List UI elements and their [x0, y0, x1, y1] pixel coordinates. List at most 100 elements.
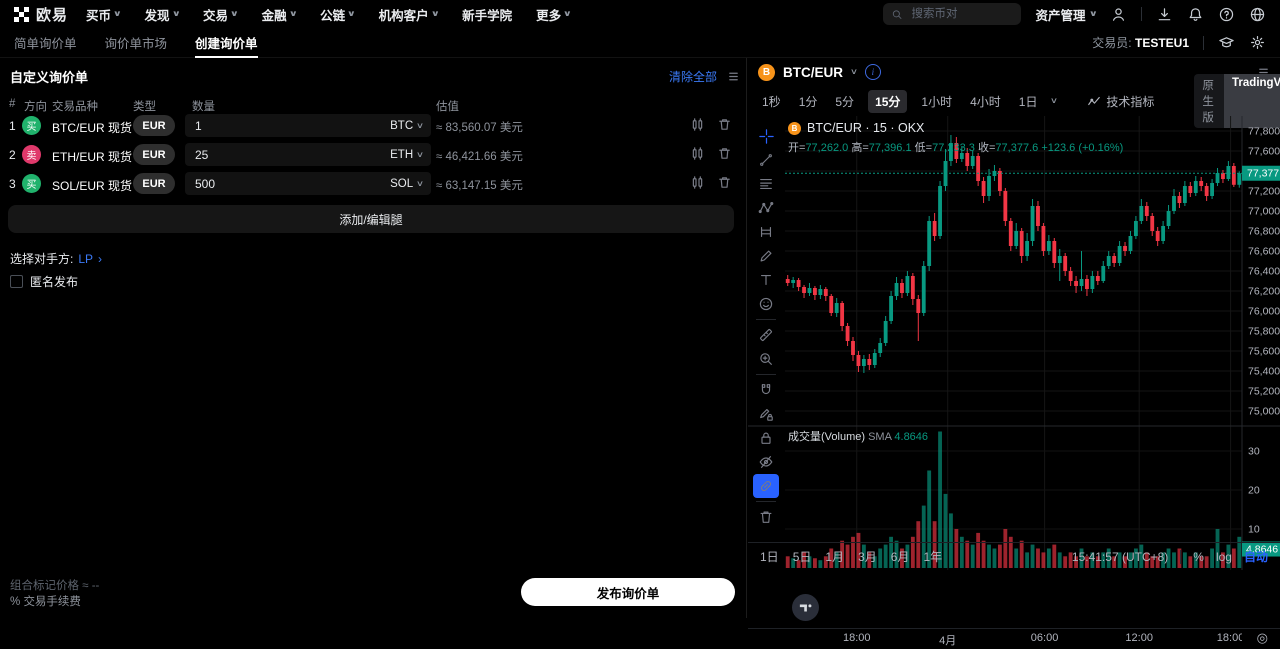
nav-item-more[interactable]: 更多 ∨ [536, 8, 572, 23]
instrument-selector[interactable]: SOL/EUR 现货 [52, 179, 133, 193]
nav-item-discover[interactable]: 发现 ∨ [144, 8, 181, 23]
version-native-button[interactable]: 原生版 [1202, 80, 1214, 124]
auto-scale-button[interactable]: 自动 [1243, 550, 1268, 564]
delete-leg-icon[interactable] [717, 117, 732, 132]
tab-rfq-market[interactable]: 询价单市场 [104, 37, 168, 51]
okx-logo[interactable]: 欧易 [14, 4, 68, 25]
chevron-down-icon[interactable]: ∨ [1050, 96, 1059, 105]
chart-legend[interactable]: B BTC/EUR · 15 · OKX [788, 121, 924, 135]
timeframe-15m-selected[interactable]: 15分 [868, 89, 908, 113]
timeframe-1d[interactable]: 1日 [1018, 94, 1038, 109]
counterparty-value-link[interactable]: LP [78, 251, 94, 266]
panel-divider[interactable] [746, 58, 747, 618]
search-input[interactable] [909, 7, 1014, 21]
drawing-mode-lock-icon[interactable] [753, 402, 779, 426]
amount-input[interactable] [193, 175, 347, 192]
unit-dropdown[interactable]: SOL ∨ [390, 177, 425, 190]
svg-text:30: 30 [1248, 446, 1260, 458]
magnet-tool-icon[interactable] [753, 378, 779, 402]
nav-item-trade[interactable]: 交易 ∨ [203, 8, 239, 23]
crosshair-tool-icon[interactable] [753, 124, 779, 148]
download-app-icon[interactable] [1156, 6, 1173, 23]
tab-create-rfq[interactable]: 创建询价单 [195, 28, 258, 58]
settings-gear-icon[interactable] [1249, 34, 1266, 51]
instrument-selector[interactable]: ETH/EUR 现货 [52, 150, 133, 164]
percent-scale-button[interactable]: % [1193, 549, 1204, 564]
clock[interactable]: 15:41:57 (UTC+8) [1071, 549, 1169, 564]
time-axis[interactable]: 18:00 4月 06:00 12:00 18:00 ◎ [748, 628, 1280, 649]
delete-leg-icon[interactable] [717, 146, 732, 161]
chart-symbol[interactable]: BTC/EUR [783, 64, 843, 80]
chart-bottom-toolbar: 1日 5日 1月 3月 6月 1年 15:41:57 (UTC+8) % log… [748, 542, 1280, 570]
hide-drawings-icon[interactable] [753, 450, 779, 474]
chevron-down-icon[interactable]: ∨ [849, 67, 859, 76]
mark-price-value: ≈ -- [82, 580, 100, 592]
range-1d[interactable]: 1日 [760, 550, 779, 564]
candle-chart-icon[interactable] [690, 175, 705, 190]
chevron-down-icon: ∨ [430, 9, 440, 18]
nav-item-chain[interactable]: 公链 ∨ [320, 8, 356, 23]
position-tool-icon[interactable] [753, 220, 779, 244]
leg-row: 3 买 SOL/EUR 现货 › EUR SOL∨ ≈ 63,147.15 美元 [0, 170, 746, 197]
zoom-in-tool-icon[interactable] [753, 347, 779, 371]
lock-all-icon[interactable] [753, 426, 779, 450]
price-chart[interactable]: 77,800.077,600.077,400.077,200.077,000.0… [748, 116, 1280, 570]
timeframe-1m[interactable]: 1分 [798, 94, 818, 109]
brush-tool-icon[interactable] [753, 244, 779, 268]
go-to-realtime-icon[interactable]: ◎ [1256, 630, 1268, 645]
publish-rfq-button[interactable]: 发布询价单 [521, 578, 735, 606]
fib-retracement-tool-icon[interactable] [753, 172, 779, 196]
tradingview-logo[interactable] [792, 594, 819, 621]
tab-simple-rfq[interactable]: 简单询价单 [14, 37, 77, 51]
pattern-tool-icon[interactable] [753, 196, 779, 220]
language-globe-icon[interactable] [1249, 6, 1266, 23]
timeframe-1h[interactable]: 1小时 [921, 94, 953, 109]
timeframe-1s[interactable]: 1秒 [762, 94, 781, 109]
range-1m[interactable]: 1月 [825, 550, 845, 564]
instrument-selector[interactable]: BTC/EUR 现货 [52, 121, 133, 135]
delete-leg-icon[interactable] [717, 175, 732, 190]
text-tool-icon[interactable] [753, 268, 779, 292]
volume-legend[interactable]: 成交量(Volume) SMA 4.8646 [788, 431, 929, 443]
chevron-down-icon: ∨ [415, 178, 425, 188]
emoji-tool-icon[interactable] [753, 292, 779, 316]
time-axis-label: 18:00 [1216, 632, 1242, 644]
education-icon[interactable] [1218, 34, 1235, 51]
unit-dropdown[interactable]: ETH ∨ [390, 148, 425, 161]
unit-dropdown[interactable]: BTC ∨ [390, 119, 425, 132]
currency-pill-button[interactable]: EUR [133, 173, 175, 194]
sync-link-tool-icon[interactable] [753, 474, 779, 498]
amount-input[interactable] [193, 146, 347, 163]
nav-item-finance[interactable]: 金融 ∨ [261, 8, 298, 23]
range-6m[interactable]: 6月 [890, 550, 910, 564]
asset-management-menu[interactable]: 资产管理 ∨ [1035, 8, 1098, 23]
bell-icon[interactable] [1187, 6, 1204, 23]
measure-ruler-icon[interactable] [753, 323, 779, 347]
currency-pill-button[interactable]: EUR [133, 115, 175, 136]
anonymous-checkbox[interactable] [10, 275, 23, 288]
candle-chart-icon[interactable] [690, 146, 705, 161]
help-icon[interactable] [1218, 6, 1235, 23]
user-icon[interactable] [1110, 6, 1127, 23]
currency-pill-button[interactable]: EUR [133, 144, 175, 165]
info-icon[interactable]: i [864, 64, 881, 80]
rfq-more-icon[interactable] [727, 70, 740, 83]
nav-item-institutional[interactable]: 机构客户 ∨ [378, 8, 440, 23]
divider [1203, 35, 1204, 50]
amount-input[interactable] [193, 117, 347, 134]
version-tradingview-button[interactable]: TradingView [1224, 74, 1280, 128]
range-1y[interactable]: 1年 [923, 550, 943, 564]
range-5d[interactable]: 5日 [792, 550, 812, 564]
timeframe-4h[interactable]: 4小时 [970, 94, 1001, 109]
remove-drawings-icon[interactable] [753, 505, 779, 529]
range-3m[interactable]: 3月 [858, 550, 877, 564]
clear-all-link[interactable]: 清除全部 [668, 69, 717, 84]
indicators-button[interactable]: 技术指标 [1087, 93, 1154, 110]
timeframe-5m[interactable]: 5分 [835, 94, 855, 109]
candle-chart-icon[interactable] [690, 117, 705, 132]
trendline-tool-icon[interactable] [753, 148, 779, 172]
nav-item-buy-crypto[interactable]: 买币 ∨ [86, 8, 122, 23]
add-edit-legs-button[interactable]: 添加/编辑腿 [8, 205, 734, 233]
nav-item-academy[interactable]: 新手学院 [462, 8, 513, 23]
log-scale-button[interactable]: log [1215, 549, 1232, 564]
